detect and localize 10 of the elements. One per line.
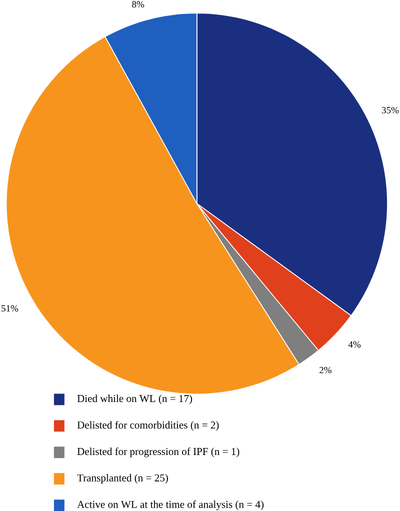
data-label: 51% xyxy=(2,305,18,312)
legend-label: Active on WL at the time of analysis (n = 4) xyxy=(77,500,264,510)
legend-label: Transplanted (n = 25) xyxy=(77,474,168,484)
data-label: 2% xyxy=(320,366,332,374)
data-label: 35% xyxy=(382,106,399,114)
data-label: 4% xyxy=(348,341,361,348)
legend-label: Delisted for comorbidities (n = 2) xyxy=(77,421,219,431)
legend-label: Delisted for progression of IPF (n = 1) xyxy=(77,448,240,458)
legend-label: Died while on WL (n = 17) xyxy=(77,394,192,404)
data-label: 8% xyxy=(132,1,144,8)
